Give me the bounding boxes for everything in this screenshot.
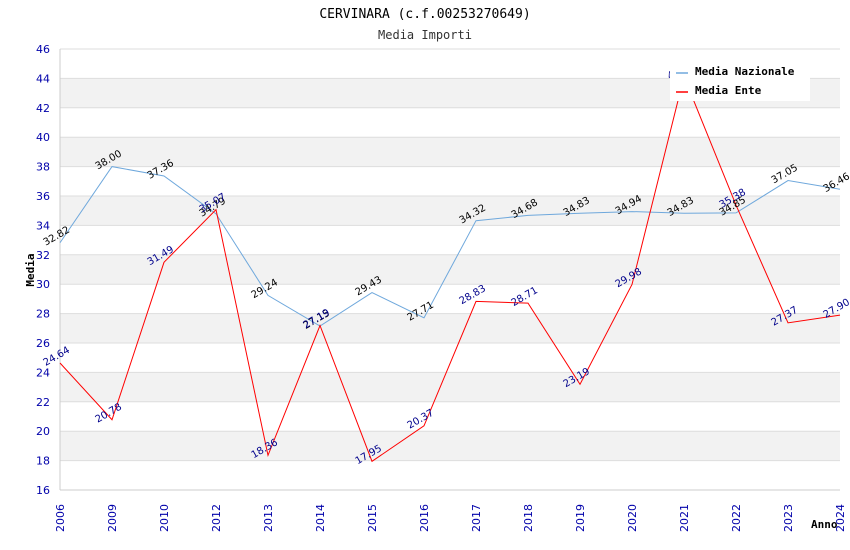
series-line-media-nazionale xyxy=(59,166,841,327)
x-tick-label: 2022 xyxy=(730,504,743,532)
x-tick-label: 2021 xyxy=(678,504,691,532)
y-tick-labels: 16 18 20 22 24 26 28 30 32 34 36 38 40 42 44 46 xyxy=(36,43,50,497)
data-label: 28.83 xyxy=(458,283,488,307)
chart-subtitle: Media Importi xyxy=(378,28,472,42)
y-tick-label: 40 xyxy=(36,131,50,144)
grid-band xyxy=(60,196,840,226)
y-tick-label: 22 xyxy=(36,396,50,409)
x-tick-label: 2006 xyxy=(54,504,67,532)
y-tick-label: 46 xyxy=(36,43,50,56)
background-bands xyxy=(60,78,840,461)
y-tick-label: 26 xyxy=(36,337,50,350)
legend-label-media-ente: Media Ente xyxy=(695,84,762,97)
chart-title: CERVINARA (c.f.00253270649) xyxy=(319,7,530,22)
y-tick-label: 24 xyxy=(36,366,50,379)
x-tick-label: 2015 xyxy=(366,504,379,532)
y-tick-label: 44 xyxy=(36,72,50,85)
y-tick-label: 32 xyxy=(36,249,50,262)
y-tick-label: 18 xyxy=(36,455,50,468)
grid-band xyxy=(60,431,840,461)
x-tick-label: 2019 xyxy=(574,504,587,532)
x-axis-title: Anno xyxy=(811,518,838,531)
y-tick-label: 16 xyxy=(36,484,50,497)
x-tick-label: 2017 xyxy=(470,504,483,532)
x-tick-label: 2014 xyxy=(314,504,327,532)
series-lines xyxy=(59,75,841,463)
legend-box xyxy=(670,59,810,101)
grid-band xyxy=(60,137,840,167)
x-tick-labels: 2006 2009 2010 2012 2013 2014 2015 2016 2017 2018… xyxy=(54,504,847,532)
y-tick-label: 20 xyxy=(36,425,50,438)
x-tick-label: 2024 xyxy=(834,504,847,532)
x-tick-label: 2023 xyxy=(782,504,795,532)
data-label: 28.71 xyxy=(510,285,540,309)
x-tick-label: 2018 xyxy=(522,504,535,532)
y-tick-label: 30 xyxy=(36,278,50,291)
x-tick-label: 2010 xyxy=(158,504,171,532)
x-tick-label: 2016 xyxy=(418,504,431,532)
y-tick-label: 38 xyxy=(36,161,50,174)
x-tick-label: 2013 xyxy=(262,504,275,532)
y-tick-label: 28 xyxy=(36,308,50,321)
y-axis-title: Media xyxy=(24,253,37,286)
y-tick-label: 42 xyxy=(36,102,50,115)
grid-band xyxy=(60,372,840,402)
legend-label-media-nazionale: Media Nazionale xyxy=(695,65,795,78)
x-tick-label: 2012 xyxy=(210,504,223,532)
x-tick-label: 2020 xyxy=(626,504,639,532)
x-tick-label: 2009 xyxy=(106,504,119,532)
legend: Media Nazionale Media Ente xyxy=(670,59,810,101)
data-label: 36.46 xyxy=(822,171,850,195)
y-tick-label: 36 xyxy=(36,190,50,203)
series-line-media-ente xyxy=(59,75,841,463)
grid-band xyxy=(60,313,840,343)
y-tick-label: 34 xyxy=(36,219,50,232)
